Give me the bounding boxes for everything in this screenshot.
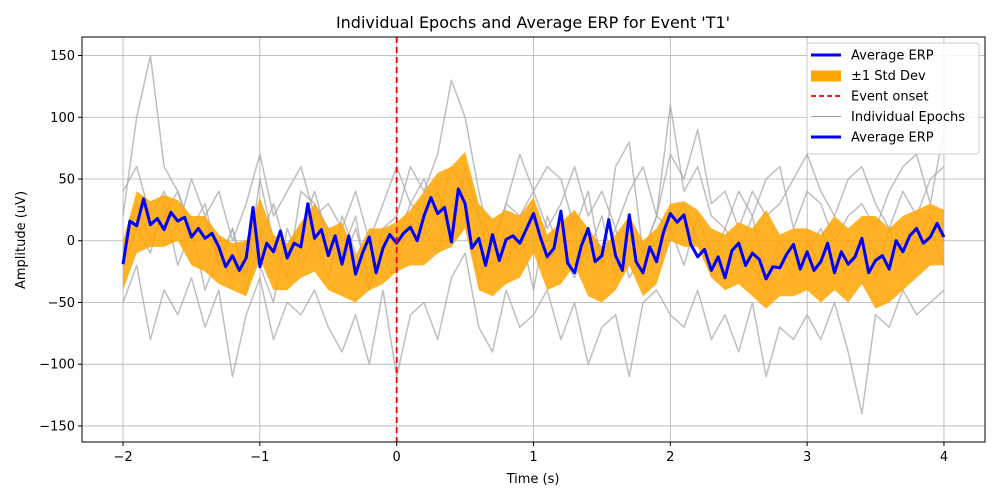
y-tick-label: −150 [39,419,75,434]
average-erp-line [121,187,946,281]
legend-label: ±1 Std Dev [851,69,926,84]
x-tick-label: 3 [803,450,811,465]
y-tick-label: −100 [39,358,75,373]
legend-label: Individual Epochs [851,110,965,125]
x-tick-label: −1 [250,450,269,465]
legend-swatch [811,70,841,82]
chart-title: Individual Epochs and Average ERP for Ev… [336,13,730,32]
legend-label: Average ERP [851,49,934,64]
y-tick-label: 100 [50,111,75,126]
y-tick-label: −50 [48,296,75,311]
legend-box [806,42,980,155]
epoch-line [122,252,945,415]
y-tick-label: 50 [58,172,75,187]
legend: Average ERP ±1 Std Dev Event onset Individu… [806,42,980,155]
legend-label: Average ERP [851,131,934,146]
epoch-line [122,128,945,242]
y-axis-title: Amplitude (uV) [14,191,29,289]
x-tick-label: 0 [393,450,401,465]
legend-label: Event onset [851,90,928,105]
y-tick-label: 150 [50,49,75,64]
std-dev-band [123,151,944,309]
x-tick-label: −2 [113,450,132,465]
x-axis-title: Time (s) [506,472,560,487]
y-axis: −150 −100 −50 0 50 100 150 [39,49,82,434]
x-tick-label: 4 [940,450,948,465]
x-tick-label: 2 [666,450,674,465]
y-tick-label: 0 [67,234,75,249]
x-tick-label: 1 [529,450,537,465]
x-axis: −2 −1 0 1 2 3 4 [113,442,948,465]
